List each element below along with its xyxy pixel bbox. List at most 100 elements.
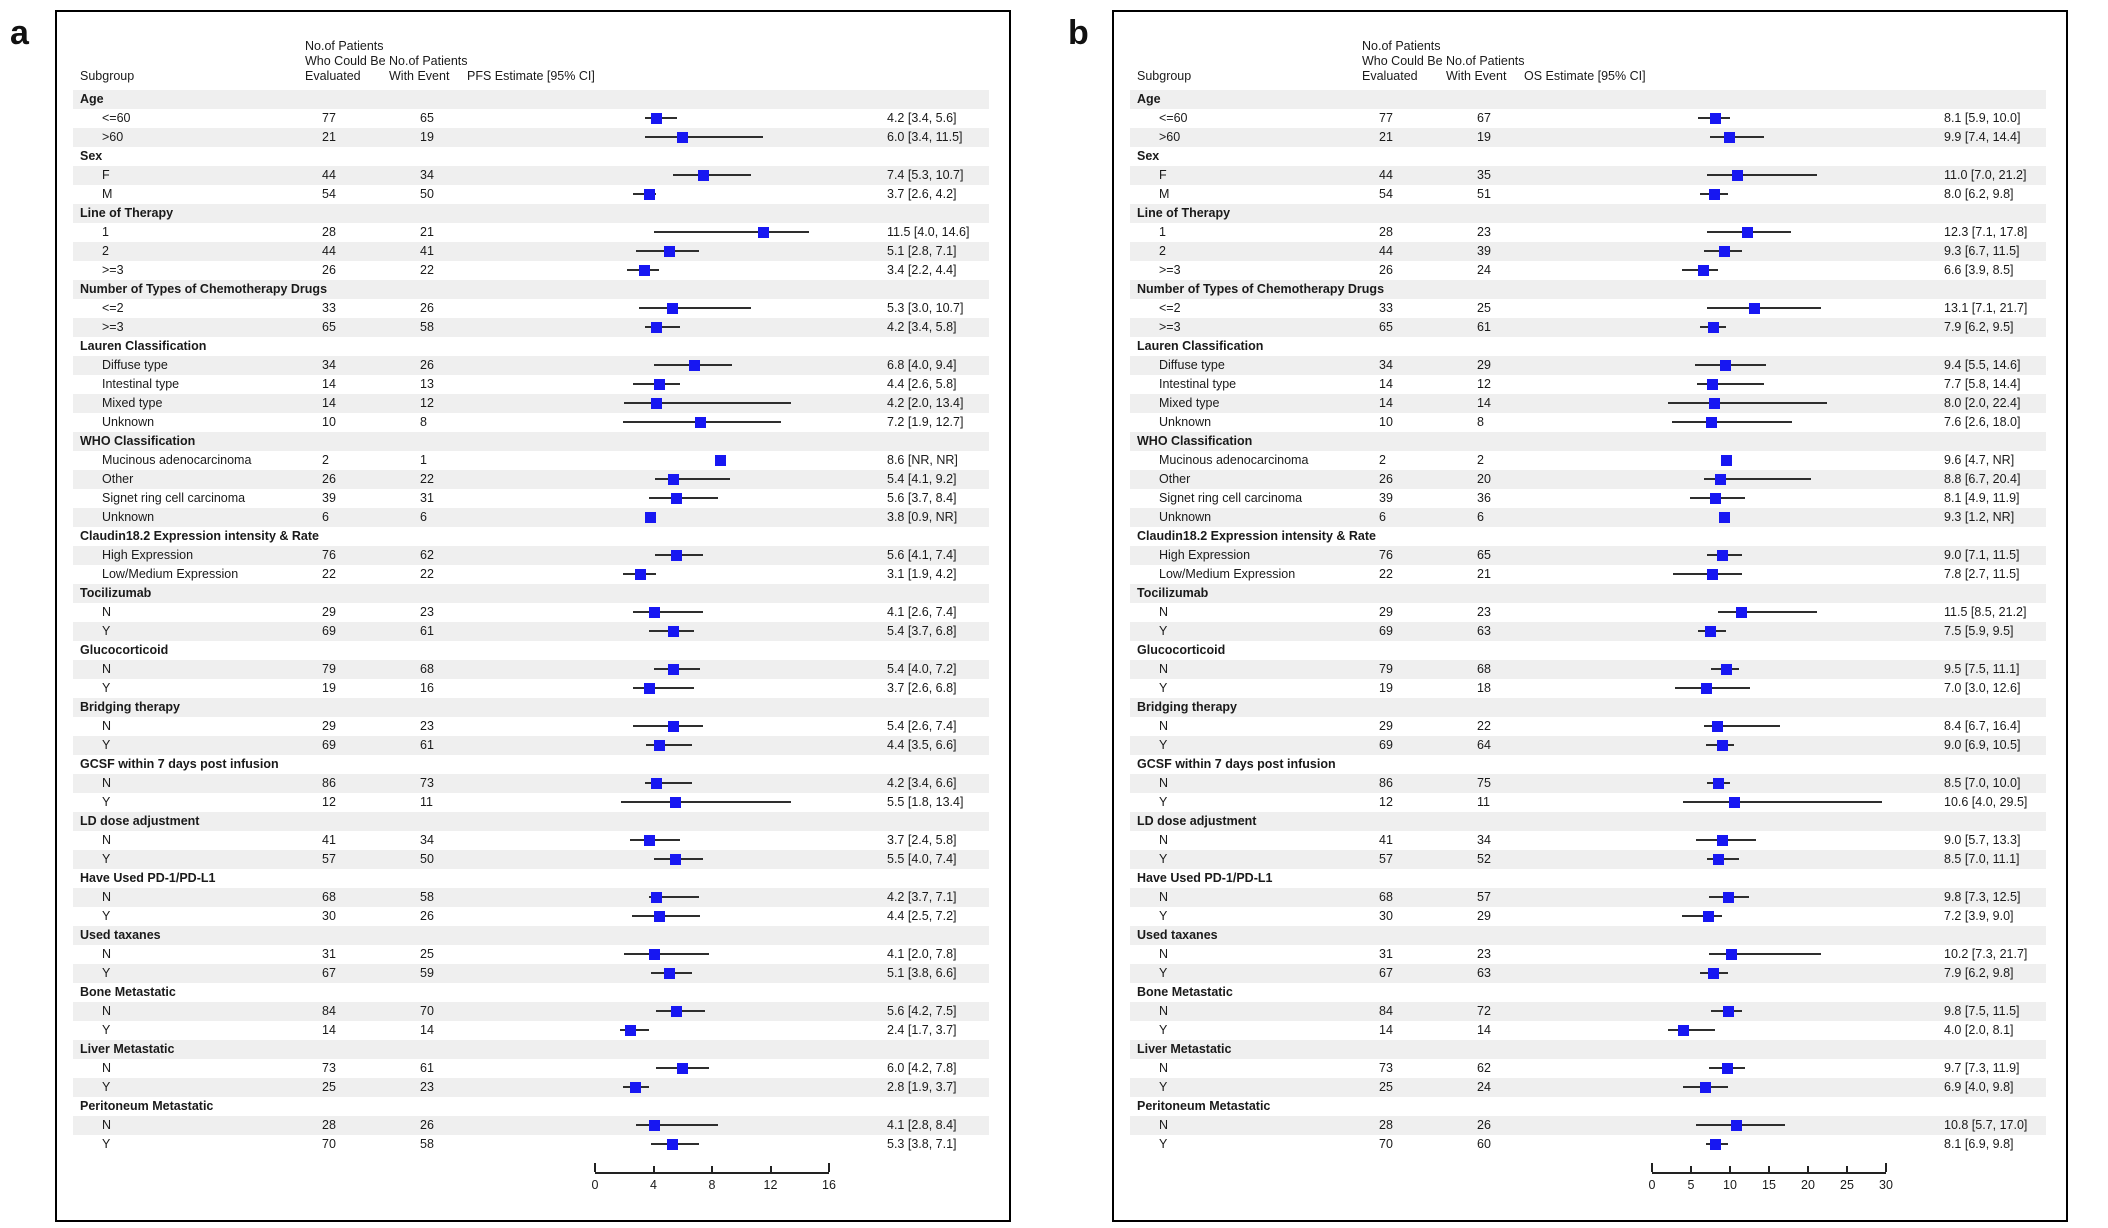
event-count: 26: [1477, 1118, 1491, 1132]
forest-cell: [1652, 470, 1886, 489]
estimate-marker: [1719, 360, 1731, 371]
subgroup-row: Mixed type 14 14 8.0 [2.0, 22.4]: [1114, 394, 2066, 413]
forest-cell: [1652, 261, 1886, 280]
group-label: Claudin18.2 Expression intensity & Rate: [80, 529, 319, 543]
estimate-text: 8.1 [5.9, 10.0]: [1944, 111, 2021, 125]
ci-line: [1707, 307, 1822, 309]
subgroup-row: N 28 26 4.1 [2.8, 8.4]: [57, 1116, 1009, 1135]
forest-cell: [1652, 451, 1886, 470]
ci-line: [1675, 687, 1751, 689]
group-label: Bone Metastatic: [1137, 985, 1233, 999]
evaluated-count: 70: [1379, 1137, 1393, 1151]
evaluated-count: 76: [1379, 548, 1393, 562]
subgroup-row: Y 69 61 5.4 [3.7, 6.8]: [57, 622, 1009, 641]
estimate-text: 5.5 [1.8, 13.4]: [887, 795, 964, 809]
event-count: 6: [1477, 510, 1484, 524]
axis-tick-label: 15: [1762, 1178, 1776, 1192]
estimate-text: 5.6 [4.2, 7.5]: [887, 1004, 957, 1018]
estimate-marker: [694, 417, 706, 428]
ci-line: [638, 307, 752, 309]
evaluated-count: 29: [1379, 605, 1393, 619]
group-header-row: Age: [57, 90, 1009, 109]
evaluated-count: 28: [322, 1118, 336, 1132]
subgroup-label: Y: [102, 852, 111, 866]
group-header-row: Liver Metastatic: [1114, 1040, 2066, 1059]
estimate-text: 10.2 [7.3, 21.7]: [1944, 947, 2028, 961]
ci-line: [630, 839, 680, 841]
subgroup-label: N: [102, 605, 112, 619]
group-label: Line of Therapy: [1137, 206, 1231, 220]
estimate-marker: [668, 626, 680, 637]
estimate-marker: [643, 835, 655, 846]
group-header-row: Used taxanes: [1114, 926, 2066, 945]
subgroup-label: N: [1159, 662, 1169, 676]
estimate-text: 3.7 [2.6, 6.8]: [887, 681, 957, 695]
forest-cell: [1652, 413, 1886, 432]
group-label: Sex: [80, 149, 103, 163]
x-axis: 0 4 8 12 16: [57, 1162, 1009, 1207]
forest-cell: [1652, 565, 1886, 584]
forest-cell: [595, 375, 829, 394]
estimate-text: 4.2 [3.4, 5.8]: [887, 320, 957, 334]
forest-cell: [1652, 831, 1886, 850]
evaluated-count: 33: [322, 301, 336, 315]
ci-line: [624, 953, 710, 955]
estimate-marker: [1719, 512, 1731, 523]
subgroup-label: Y: [102, 1080, 111, 1094]
group-label: LD dose adjustment: [80, 814, 200, 828]
subgroup-row: Y 30 26 4.4 [2.5, 7.2]: [57, 907, 1009, 926]
subgroup-label: Y: [1159, 738, 1168, 752]
event-count: 29: [1477, 909, 1491, 923]
event-count: 29: [1477, 358, 1491, 372]
group-label: WHO Classification: [80, 434, 196, 448]
panel-a-forest-plot: Subgroup No.of Patients Who Could Be Eva…: [55, 10, 1011, 1222]
axis-tick-label: 5: [1687, 1178, 1695, 1192]
evaluated-count: 14: [322, 1023, 336, 1037]
group-header-row: GCSF within 7 days post infusion: [1114, 755, 2066, 774]
ci-line: [1697, 383, 1765, 385]
subgroup-row: Mixed type 14 12 4.2 [2.0, 13.4]: [57, 394, 1009, 413]
subgroup-row: N 86 75 8.5 [7.0, 10.0]: [1114, 774, 2066, 793]
subgroup-label: N: [102, 719, 112, 733]
subgroup-label: >60: [1159, 130, 1181, 144]
group-header-row: Claudin18.2 Expression intensity & Rate: [1114, 527, 2066, 546]
evaluated-count: 14: [1379, 396, 1393, 410]
subgroup-label: Low/Medium Expression: [102, 567, 239, 581]
forest-cell: [1652, 717, 1886, 736]
estimate-text: 7.4 [5.3, 10.7]: [887, 168, 964, 182]
estimate-text: 5.6 [4.1, 7.4]: [887, 548, 957, 562]
estimate-text: 7.5 [5.9, 9.5]: [1944, 624, 2014, 638]
group-header-row: Bridging therapy: [57, 698, 1009, 717]
event-count: 39: [1477, 244, 1491, 258]
evaluated-count: 77: [322, 111, 336, 125]
forest-cell: [1652, 907, 1886, 926]
axis-tick: [1885, 1163, 1887, 1172]
event-count: 57: [1477, 890, 1491, 904]
forest-cell: [595, 736, 829, 755]
event-count: 25: [420, 947, 434, 961]
estimate-text: 4.4 [3.5, 6.6]: [887, 738, 957, 752]
forest-cell: [595, 109, 829, 128]
subgroup-row: Signet ring cell carcinoma 39 36 8.1 [4.9, …: [1114, 489, 2066, 508]
estimate-text: 4.0 [2.0, 8.1]: [1944, 1023, 2014, 1037]
forest-cell: [1652, 299, 1886, 318]
event-count: 6: [420, 510, 427, 524]
axis-tick-label: 20: [1801, 1178, 1815, 1192]
forest-cell: [595, 185, 829, 204]
forest-cell: [1652, 964, 1886, 983]
subgroup-row: >=3 65 61 7.9 [6.2, 9.5]: [1114, 318, 2066, 337]
evaluated-count: 67: [322, 966, 336, 980]
estimate-text: 4.1 [2.8, 8.4]: [887, 1118, 957, 1132]
group-label: Have Used PD-1/PD-L1: [1137, 871, 1273, 885]
event-header-line: No.of Patients: [389, 54, 468, 68]
estimate-text: 9.0 [5.7, 13.3]: [1944, 833, 2021, 847]
subgroup-label: Intestinal type: [102, 377, 180, 391]
estimate-marker: [1702, 911, 1714, 922]
subgroup-row: 1 28 21 11.5 [4.0, 14.6]: [57, 223, 1009, 242]
subgroup-row: Y 57 52 8.5 [7.0, 11.1]: [1114, 850, 2066, 869]
event-count: 61: [420, 624, 434, 638]
evaluated-count: 67: [1379, 966, 1393, 980]
forest-cell: [595, 318, 829, 337]
forest-cell: [595, 774, 829, 793]
event-header-line: No.of Patients: [1446, 54, 1525, 68]
